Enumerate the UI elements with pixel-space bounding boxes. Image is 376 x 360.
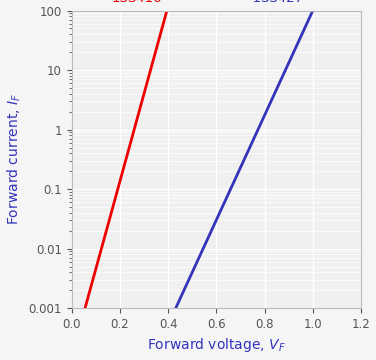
X-axis label: Forward voltage, $V_F$: Forward voltage, $V_F$: [147, 337, 286, 355]
Text: -   1SS427: - 1SS427: [235, 0, 303, 5]
Y-axis label: Forward current, $I_F$: Forward current, $I_F$: [6, 93, 23, 225]
Text: 1SS416: 1SS416: [112, 0, 162, 5]
